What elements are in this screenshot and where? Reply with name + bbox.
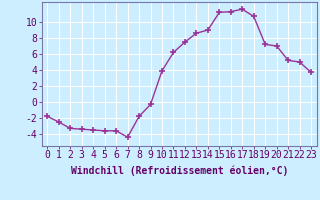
X-axis label: Windchill (Refroidissement éolien,°C): Windchill (Refroidissement éolien,°C) — [70, 166, 288, 176]
